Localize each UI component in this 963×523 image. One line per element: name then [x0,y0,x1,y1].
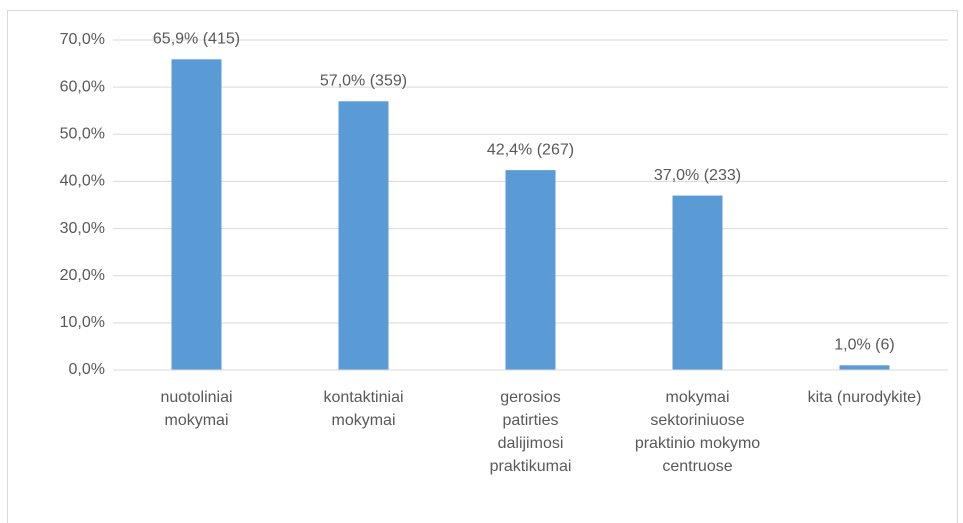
x-tick-label: nuotoliniai mokymai [160,389,232,429]
bar [171,59,222,370]
data-label: 37,0% (233) [654,167,741,184]
y-tick-label: 50,0% [60,126,105,143]
y-tick-label: 0,0% [69,361,105,378]
y-tick-label: 30,0% [60,220,105,237]
data-label: 57,0% (359) [320,73,407,90]
y-tick-label: 40,0% [60,173,105,190]
data-label: 42,4% (267) [487,141,574,158]
x-tick-label: kontaktiniai mokymai [323,389,403,429]
y-tick-label: 70,0% [60,31,105,48]
bar [672,195,723,370]
y-tick-label: 10,0% [60,314,105,331]
data-label: 65,9% (415) [153,31,240,48]
data-label: 1,0% (6) [834,337,894,354]
x-tick-label: mokymai sektoriniuose praktinio mokymo cent… [635,389,760,475]
bar [505,170,556,370]
bar [839,365,890,370]
y-tick-label: 20,0% [60,267,105,284]
x-tick-label: gerosios patirties dalijimosi praktikumai [490,389,572,475]
chart-frame [7,10,958,523]
x-tick-label: kita (nurodykite) [808,389,922,406]
y-tick-label: 60,0% [60,78,105,95]
bar [338,101,389,371]
